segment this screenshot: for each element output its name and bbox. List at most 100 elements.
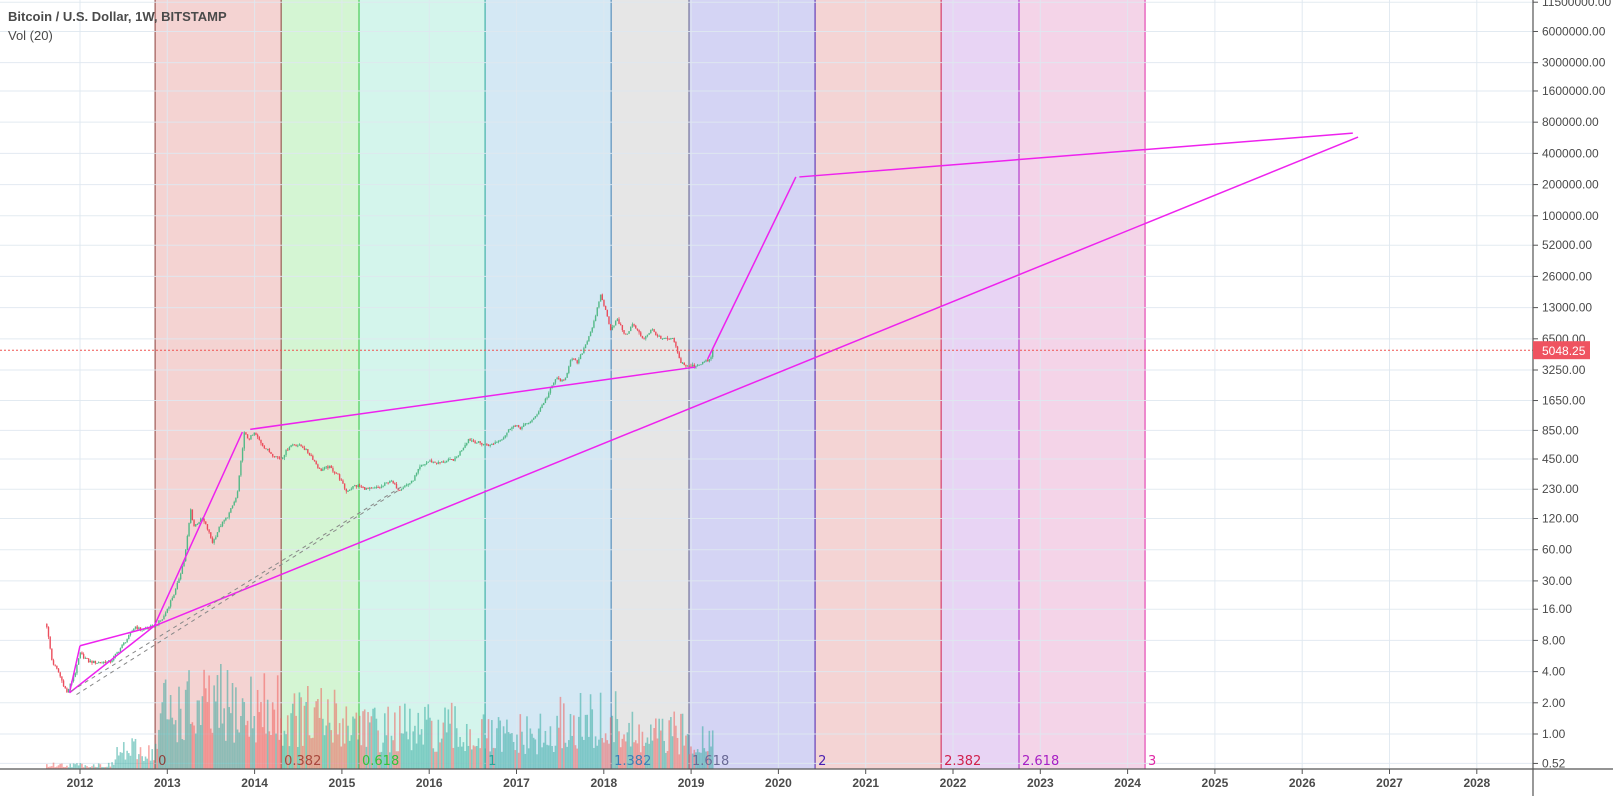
trendline[interactable] — [68, 645, 81, 693]
trendline[interactable] — [707, 176, 797, 360]
volume-bar — [685, 735, 687, 769]
candle — [589, 331, 592, 337]
volume-bar — [163, 682, 165, 769]
volume-bar — [342, 718, 344, 769]
candle — [583, 348, 585, 354]
trendlines[interactable] — [0, 132, 1533, 696]
candle — [345, 488, 348, 492]
candle — [554, 379, 557, 383]
volume-bar — [96, 767, 98, 769]
candle — [285, 449, 287, 455]
volume-bar — [318, 717, 321, 769]
volume-bar — [583, 739, 585, 769]
volume-bar — [460, 746, 463, 769]
volume-bar — [564, 742, 567, 769]
candle — [81, 652, 83, 655]
trendline[interactable] — [799, 132, 1353, 178]
candle — [335, 472, 337, 474]
candle — [250, 435, 252, 440]
candle — [181, 566, 184, 574]
volume-bar — [215, 701, 217, 769]
volume-bar — [430, 720, 433, 769]
candle — [101, 662, 103, 664]
y-tick-label: 13000.00 — [1542, 301, 1592, 315]
candle — [176, 582, 179, 589]
volume-bar — [474, 746, 476, 769]
volume-bar — [56, 766, 58, 769]
candle — [451, 459, 453, 461]
candle — [72, 676, 75, 682]
candle — [196, 524, 199, 526]
volume-bar — [402, 733, 404, 769]
volume-bar — [532, 737, 535, 769]
y-tick-label: 0.52 — [1542, 756, 1566, 770]
volume-bar — [250, 676, 252, 769]
candle — [656, 335, 659, 337]
symbol-title[interactable]: Bitcoin / U.S. Dollar, 1W, BITSTAMP — [8, 9, 227, 24]
volume-bar — [527, 748, 530, 769]
candle — [241, 448, 244, 461]
volume-bar — [499, 720, 502, 769]
candle — [424, 464, 426, 466]
volume-bar — [442, 722, 445, 769]
volume-bar — [87, 767, 90, 769]
candle — [631, 324, 634, 327]
candle — [635, 325, 637, 329]
candle — [226, 517, 229, 519]
x-tick-label: 2024 — [1114, 776, 1141, 790]
volume-bar — [97, 763, 100, 769]
candle — [66, 688, 68, 693]
volume-bar — [392, 740, 394, 769]
candle — [211, 537, 214, 543]
volume-bar — [455, 728, 458, 769]
x-tick-label: 2025 — [1202, 776, 1229, 790]
volume-bar — [462, 742, 465, 769]
volume-bar — [537, 728, 540, 769]
volume-bar — [383, 713, 386, 769]
volume-indicator-label[interactable]: Vol (20) — [8, 28, 53, 43]
volume-bar — [343, 743, 346, 769]
candles — [46, 293, 714, 693]
candle — [688, 365, 690, 367]
candle — [303, 447, 306, 450]
trendline[interactable] — [153, 431, 244, 627]
volume-bar — [389, 752, 391, 769]
candle — [353, 485, 356, 487]
y-tick-label: 450.00 — [1542, 452, 1579, 466]
volume-bar — [407, 739, 410, 769]
trendline[interactable] — [69, 625, 155, 694]
volume-bar — [710, 746, 712, 769]
candle — [76, 664, 78, 674]
volume-bar — [584, 714, 587, 769]
volume-bar — [333, 689, 336, 769]
volume-bar — [303, 705, 306, 769]
candle — [482, 444, 485, 446]
volume-bar — [593, 747, 595, 769]
volume-bar — [589, 694, 592, 769]
trendline[interactable] — [250, 366, 696, 431]
trendline[interactable] — [79, 625, 155, 647]
volume-bar — [668, 720, 671, 769]
candle — [429, 460, 431, 462]
volume-bar — [678, 754, 681, 769]
x-tick-label: 2019 — [678, 776, 705, 790]
trendline[interactable] — [153, 136, 1359, 627]
volume-bar — [328, 722, 331, 769]
candle — [581, 353, 583, 355]
volume-bar — [549, 726, 552, 769]
dashed-trendline[interactable] — [71, 485, 403, 692]
candle — [701, 361, 704, 365]
volume-bar — [557, 727, 560, 769]
volume-bar — [107, 762, 110, 769]
volume-bar — [422, 744, 425, 769]
candle — [302, 446, 304, 448]
candle — [288, 447, 291, 451]
candle — [543, 403, 545, 405]
y-tick-label: 200000.00 — [1542, 178, 1599, 192]
candle — [97, 662, 100, 664]
volume-bar — [220, 664, 222, 769]
candle — [387, 482, 389, 484]
volume-bar — [683, 745, 686, 769]
